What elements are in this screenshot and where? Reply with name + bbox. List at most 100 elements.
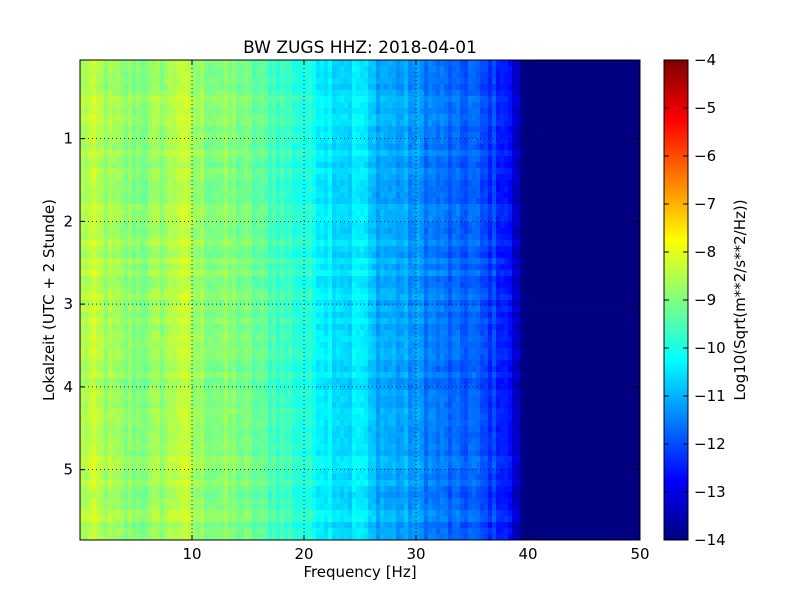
heatmap-cell bbox=[292, 138, 297, 145]
heatmap-cell bbox=[164, 162, 169, 169]
heatmap-cell bbox=[180, 108, 185, 115]
heatmap-cell bbox=[368, 66, 373, 73]
heatmap-cell bbox=[380, 192, 385, 199]
heatmap-cell bbox=[208, 198, 213, 205]
heatmap-cell bbox=[448, 102, 453, 109]
heatmap-cell bbox=[328, 174, 333, 181]
heatmap-cell bbox=[104, 234, 109, 241]
heatmap-cell bbox=[468, 120, 473, 127]
heatmap-cell bbox=[300, 240, 305, 247]
heatmap-cell bbox=[88, 96, 93, 103]
heatmap-cell bbox=[344, 90, 349, 97]
heatmap-cell bbox=[276, 222, 281, 229]
heatmap-cell bbox=[532, 102, 537, 109]
heatmap-cell bbox=[404, 210, 409, 217]
heatmap-cell bbox=[608, 174, 613, 181]
heatmap-cell bbox=[468, 204, 473, 211]
heatmap-cell bbox=[460, 246, 465, 253]
heatmap-cell bbox=[416, 168, 421, 175]
heatmap-cell bbox=[388, 168, 393, 175]
heatmap-cell bbox=[96, 120, 101, 127]
heatmap-cell bbox=[252, 126, 257, 133]
heatmap-cell bbox=[416, 72, 421, 79]
heatmap-cell bbox=[120, 180, 125, 187]
heatmap-cell bbox=[612, 210, 617, 217]
heatmap-cell bbox=[216, 72, 221, 79]
heatmap-cell bbox=[584, 228, 589, 235]
heatmap-cell bbox=[192, 156, 197, 163]
heatmap-cell bbox=[412, 270, 417, 277]
heatmap-cell bbox=[556, 204, 561, 211]
heatmap-cell bbox=[184, 228, 189, 235]
heatmap-cell bbox=[512, 192, 517, 199]
heatmap-cell bbox=[588, 108, 593, 115]
heatmap-cell bbox=[604, 204, 609, 211]
heatmap-cell bbox=[340, 78, 345, 85]
heatmap-cell bbox=[248, 228, 253, 235]
heatmap-cell bbox=[416, 264, 421, 271]
heatmap-cell bbox=[420, 120, 425, 127]
heatmap-cell bbox=[460, 156, 465, 163]
heatmap-cell bbox=[584, 108, 589, 115]
heatmap-cell bbox=[292, 84, 297, 91]
heatmap-cell bbox=[512, 114, 517, 121]
heatmap-cell bbox=[240, 252, 245, 259]
heatmap-cell bbox=[612, 126, 617, 133]
heatmap-cell bbox=[268, 138, 273, 145]
heatmap-cell bbox=[460, 138, 465, 145]
heatmap-cell bbox=[340, 126, 345, 133]
heatmap-cell bbox=[484, 120, 489, 127]
heatmap-cell bbox=[120, 258, 125, 265]
heatmap-cell bbox=[468, 126, 473, 133]
heatmap-cell bbox=[172, 186, 177, 193]
heatmap-cell bbox=[504, 252, 509, 259]
heatmap-cell bbox=[444, 120, 449, 127]
heatmap-cell bbox=[484, 66, 489, 73]
heatmap-cell bbox=[624, 228, 629, 235]
heatmap-cell bbox=[528, 222, 533, 229]
heatmap-cell bbox=[604, 174, 609, 181]
heatmap-cell bbox=[100, 270, 105, 277]
heatmap-cell bbox=[256, 126, 261, 133]
heatmap-cell bbox=[108, 156, 113, 163]
heatmap-cell bbox=[80, 156, 85, 163]
heatmap-cell bbox=[352, 270, 357, 277]
heatmap-cell bbox=[280, 72, 285, 79]
heatmap-cell bbox=[316, 156, 321, 163]
heatmap-cell bbox=[460, 216, 465, 223]
heatmap-cell bbox=[144, 72, 149, 79]
heatmap-cell bbox=[152, 120, 157, 127]
heatmap-cell bbox=[248, 210, 253, 217]
heatmap-cell bbox=[392, 258, 397, 265]
heatmap-cell bbox=[464, 168, 469, 175]
heatmap-cell bbox=[188, 138, 193, 145]
heatmap-cell bbox=[140, 198, 145, 205]
heatmap-cell bbox=[312, 126, 317, 133]
heatmap-cell bbox=[264, 72, 269, 79]
heatmap-cell bbox=[152, 186, 157, 193]
heatmap-cell bbox=[308, 126, 313, 133]
heatmap-cell bbox=[560, 138, 565, 145]
heatmap-cell bbox=[108, 144, 113, 151]
heatmap-cell bbox=[408, 108, 413, 115]
heatmap-cell bbox=[184, 234, 189, 241]
heatmap-cell bbox=[612, 222, 617, 229]
heatmap-cell bbox=[560, 168, 565, 175]
heatmap-cell bbox=[184, 204, 189, 211]
heatmap-cell bbox=[136, 204, 141, 211]
heatmap-cell bbox=[516, 204, 521, 211]
heatmap-cell bbox=[384, 258, 389, 265]
heatmap-cell bbox=[516, 66, 521, 73]
heatmap-cell bbox=[588, 204, 593, 211]
heatmap-cell bbox=[204, 90, 209, 97]
heatmap-cell bbox=[116, 246, 121, 253]
heatmap-cell bbox=[592, 198, 597, 205]
heatmap-cell bbox=[212, 258, 217, 265]
heatmap-cell bbox=[252, 84, 257, 91]
heatmap-cell bbox=[580, 84, 585, 91]
heatmap-cell bbox=[516, 264, 521, 271]
heatmap-cell bbox=[380, 108, 385, 115]
heatmap-cell bbox=[352, 216, 357, 223]
heatmap-cell bbox=[356, 132, 361, 139]
heatmap-cell bbox=[596, 102, 601, 109]
